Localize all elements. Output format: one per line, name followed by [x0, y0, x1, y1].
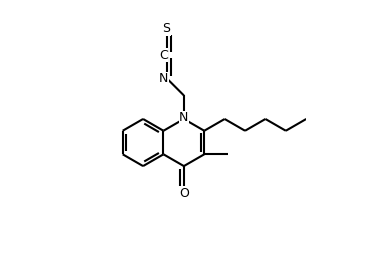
Text: N: N	[179, 111, 189, 125]
Text: S: S	[162, 22, 170, 35]
Text: O: O	[179, 187, 189, 200]
Text: N: N	[159, 72, 168, 85]
Text: C: C	[159, 49, 168, 62]
